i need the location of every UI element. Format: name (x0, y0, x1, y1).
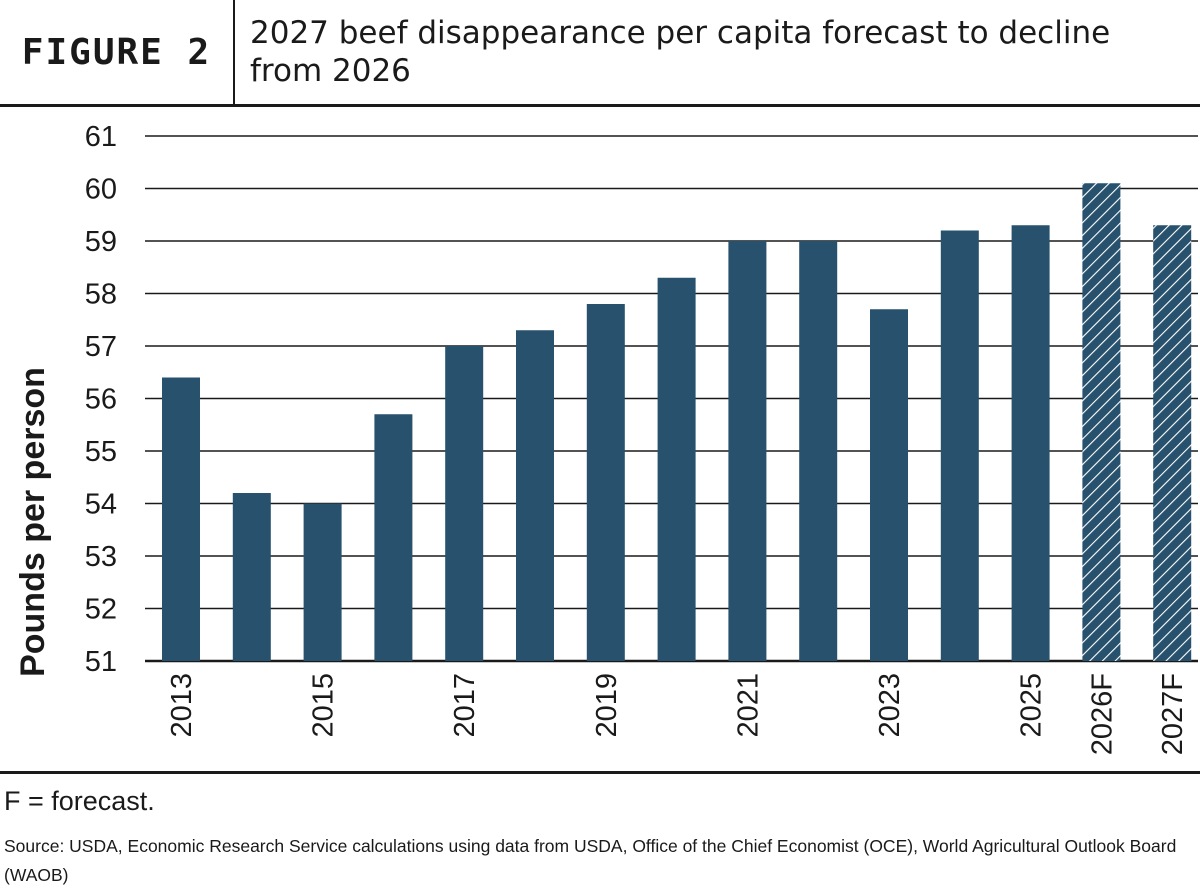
bar-2019 (586, 304, 625, 661)
footer-divider (0, 771, 1200, 774)
y-tick-label: 51 (85, 646, 117, 678)
y-tick-label: 56 (85, 384, 117, 416)
bar-2018 (516, 330, 554, 661)
bar-2013 (162, 377, 200, 661)
bar-2020 (657, 277, 696, 661)
y-tick-label: 58 (85, 279, 117, 311)
x-tick-label: 2013 (166, 673, 198, 738)
bar-2015 (303, 503, 342, 661)
bar-2016 (374, 414, 413, 661)
y-tick-labels: 51 52 53 54 55 56 57 58 59 60 61 (85, 121, 117, 678)
y-tick-label: 54 (85, 489, 117, 521)
y-tick-label: 59 (85, 226, 117, 258)
figure-header: FIGURE 2 2027 beef disappearance per cap… (0, 0, 1200, 107)
bar-2024 (940, 230, 979, 661)
forecast-bar-2026F (1082, 183, 1121, 661)
bar-2025 (1011, 225, 1050, 661)
y-tick-label: 61 (85, 121, 117, 153)
x-tick-label: 2015 (308, 673, 340, 738)
x-tick-labels: 2013 2015 2017 2019 2021 2023 2025 2026F 2027F (166, 673, 1189, 755)
y-tick-label: 60 (85, 174, 117, 206)
source-note: Source: USDA, Economic Research Service … (4, 836, 1177, 885)
figure-label: FIGURE 2 (0, 0, 235, 104)
y-axis-label: Pounds per person (14, 367, 52, 677)
footnote: F = forecast. (4, 786, 155, 816)
y-tick-label: 55 (85, 436, 117, 468)
bars (162, 183, 1192, 661)
y-tick-label: 57 (85, 331, 117, 363)
x-tick-label: 2017 (449, 673, 481, 738)
y-tick-label: 52 (85, 594, 117, 626)
y-tick-label: 53 (85, 541, 117, 573)
x-tick-label: 2023 (874, 673, 906, 738)
bar-2023 (870, 309, 908, 661)
x-tick-label: 2026F (1086, 673, 1118, 755)
x-tick-label: 2019 (591, 673, 623, 738)
bar-2017 (445, 346, 484, 661)
x-tick-label: 2025 (1016, 673, 1048, 738)
bar-2014 (232, 493, 271, 661)
x-tick-label: 2027F (1157, 673, 1189, 755)
x-tick-label: 2021 (732, 673, 764, 738)
bar-2022 (799, 241, 838, 661)
bar-2021 (728, 241, 767, 661)
chart-title: 2027 beef disappearance per capita forec… (250, 15, 1111, 89)
forecast-bar-2027F (1153, 225, 1192, 661)
